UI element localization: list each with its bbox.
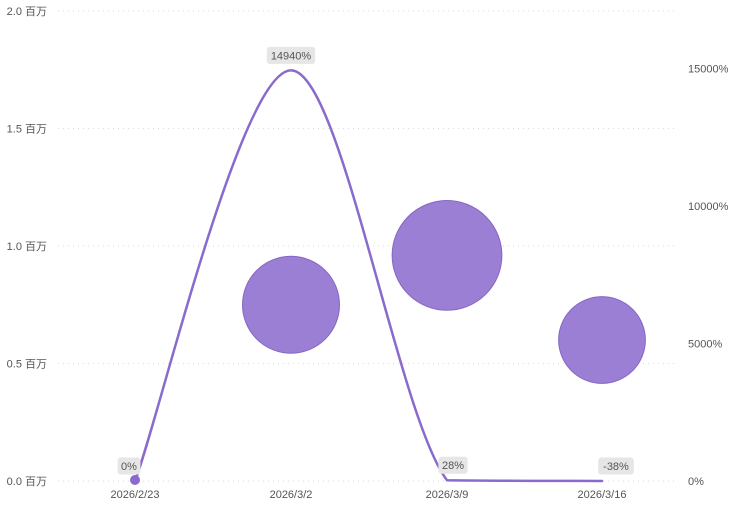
data-label: 0% bbox=[121, 461, 137, 473]
x-axis-tick-label: 2026/2/23 bbox=[111, 489, 160, 501]
left-axis-tick-label: 0.5 百万 bbox=[7, 359, 47, 371]
right-axis-tick-label: 5000% bbox=[688, 339, 722, 351]
left-axis-tick-label: 0.0 百万 bbox=[7, 476, 47, 488]
bubble-point bbox=[392, 201, 502, 311]
right-axis-tick-label: 15000% bbox=[688, 64, 729, 76]
right-axis-tick-label: 10000% bbox=[688, 201, 729, 213]
bubble-point bbox=[559, 297, 646, 384]
x-axis-tick-label: 2026/3/2 bbox=[270, 489, 313, 501]
bubble-point bbox=[243, 256, 340, 353]
left-axis-tick-label: 1.5 百万 bbox=[7, 124, 47, 136]
growth-rate-line bbox=[135, 70, 602, 481]
line-point-marker bbox=[130, 475, 140, 485]
x-axis-tick-label: 2026/3/9 bbox=[426, 489, 469, 501]
data-label: -38% bbox=[603, 461, 629, 473]
x-axis-tick-label: 2026/3/16 bbox=[578, 489, 627, 501]
data-label: 14940% bbox=[271, 50, 312, 62]
left-axis-tick-label: 2.0 百万 bbox=[7, 6, 47, 18]
left-axis-tick-label: 1.0 百万 bbox=[7, 241, 47, 253]
right-axis-tick-label: 0% bbox=[688, 476, 704, 488]
data-label: 28% bbox=[442, 460, 464, 472]
